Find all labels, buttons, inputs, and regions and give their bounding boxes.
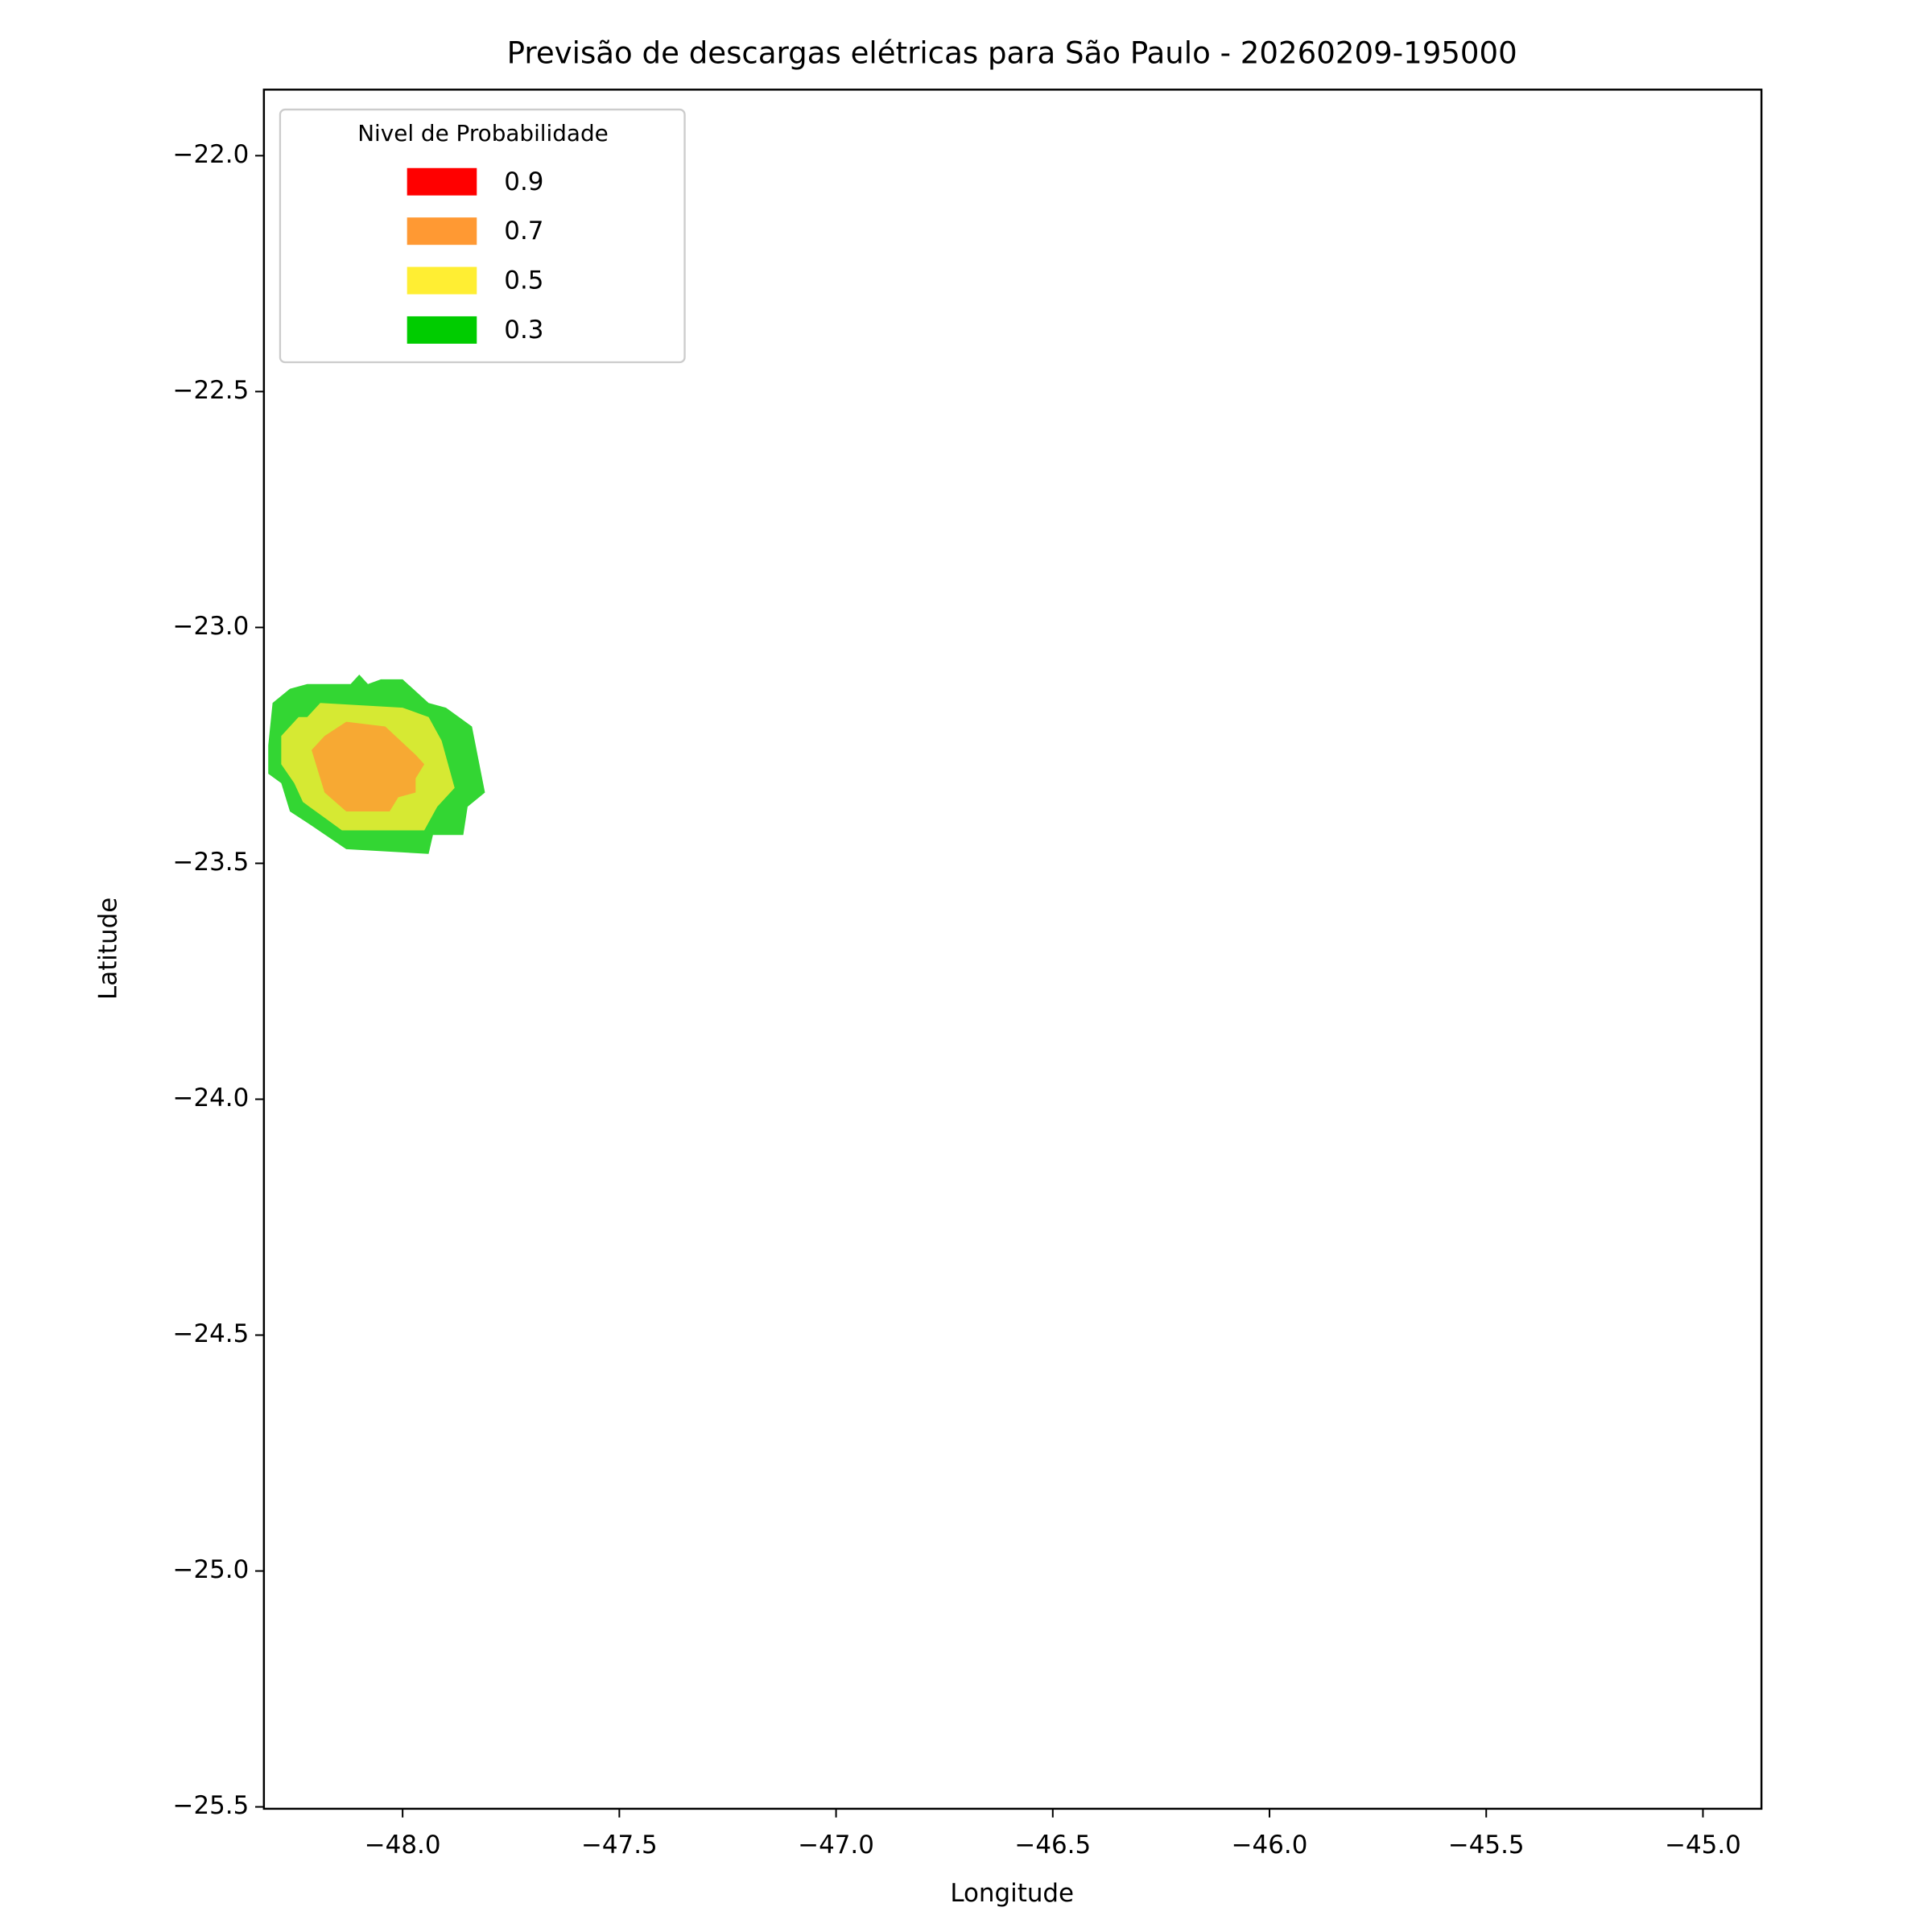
x-tick-label: −47.5 [581,1831,658,1860]
legend-box [279,108,686,364]
x-tick-label: −45.5 [1448,1831,1525,1860]
x-tick-label: −48.0 [365,1831,441,1860]
contour-region [312,721,425,811]
y-tick-label: −24.5 [173,1319,250,1348]
x-tick-label: −46.5 [1014,1831,1091,1860]
y-axis-label: Latitude [94,898,123,1000]
x-tick-label: −45.0 [1665,1831,1741,1860]
legend-swatch [407,217,477,246]
y-tick-label: −23.0 [173,612,250,641]
x-tick-label: −46.0 [1232,1831,1308,1860]
legend-swatch [407,167,477,196]
y-tick-label: −22.5 [173,376,250,405]
y-tick-label: −23.5 [173,848,250,877]
y-tick-label: −25.0 [173,1555,250,1584]
legend-label: 0.3 [504,316,543,345]
y-tick-label: −24.0 [173,1084,250,1113]
legend-label: 0.9 [504,167,543,196]
legend-label: 0.7 [504,217,543,246]
legend-label: 0.5 [504,266,543,295]
legend-swatch [407,266,477,295]
y-tick-label: −25.5 [173,1791,250,1820]
chart-title: Previsão de descargas elétricas para São… [507,36,1517,71]
plot-frame [262,89,1763,1810]
x-axis-label: Longitude [950,1879,1074,1908]
legend-title: Nivel de Probabilidade [357,120,609,147]
x-tick-label: −47.0 [798,1831,874,1860]
y-tick-label: −22.0 [173,140,250,169]
legend-swatch [407,316,477,344]
